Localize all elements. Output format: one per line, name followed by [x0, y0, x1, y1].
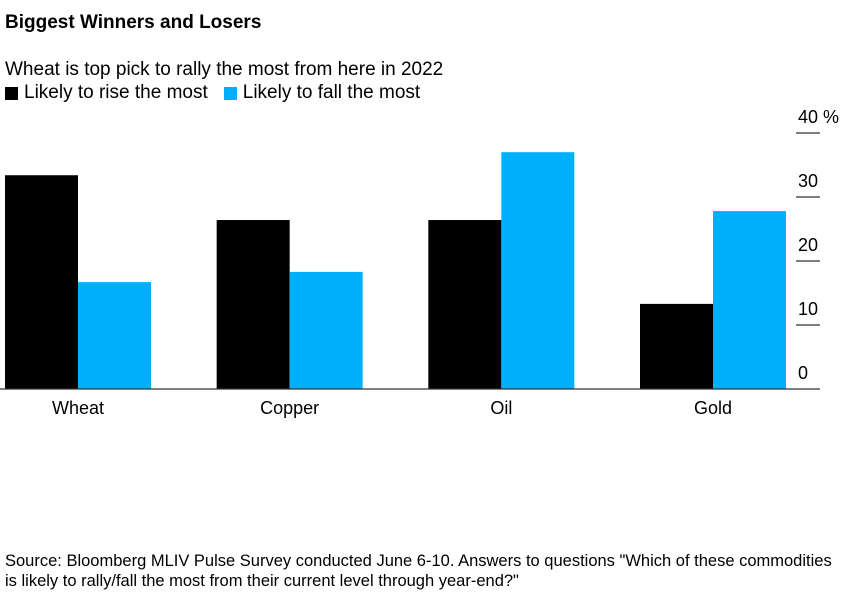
- legend-item-fall: Likely to fall the most: [223, 82, 421, 104]
- legend-swatch-fall: [223, 86, 237, 100]
- bar-gold-fall: [713, 211, 786, 389]
- x-tick-label-wheat: Wheat: [52, 398, 104, 418]
- chart-title: Biggest Winners and Losers: [5, 12, 262, 33]
- x-tick-label-copper: Copper: [260, 398, 319, 418]
- bar-gold-rise: [640, 303, 713, 389]
- x-tick-label-gold: Gold: [694, 398, 732, 418]
- bar-oil-fall: [501, 152, 575, 389]
- y-tick-label-0: 0: [798, 363, 808, 383]
- source-note: Source: Bloomberg MLIV Pulse Survey cond…: [5, 552, 832, 590]
- y-tick-label-40: 40 %: [798, 107, 839, 127]
- bar-copper-fall: [289, 271, 363, 389]
- legend-label-rise: Likely to rise the most: [24, 82, 208, 103]
- chart-subtitle: Wheat is top pick to rally the most from…: [5, 59, 444, 80]
- y-tick-label-10: 10: [798, 299, 818, 319]
- bar-oil-rise: [428, 220, 502, 389]
- legend: Likely to rise the most Likely to fall t…: [5, 82, 436, 104]
- y-tick-label-30: 30: [798, 171, 818, 191]
- bar-wheat-rise: [5, 175, 78, 389]
- legend-swatch-rise: [5, 86, 18, 100]
- legend-item-rise: Likely to rise the most: [5, 82, 208, 104]
- bar-wheat-fall: [78, 282, 151, 389]
- bar-copper-rise: [216, 220, 290, 389]
- x-tick-label-oil: Oil: [490, 398, 512, 418]
- legend-label-fall: Likely to fall the most: [242, 82, 421, 103]
- y-tick-label-20: 20: [798, 235, 818, 255]
